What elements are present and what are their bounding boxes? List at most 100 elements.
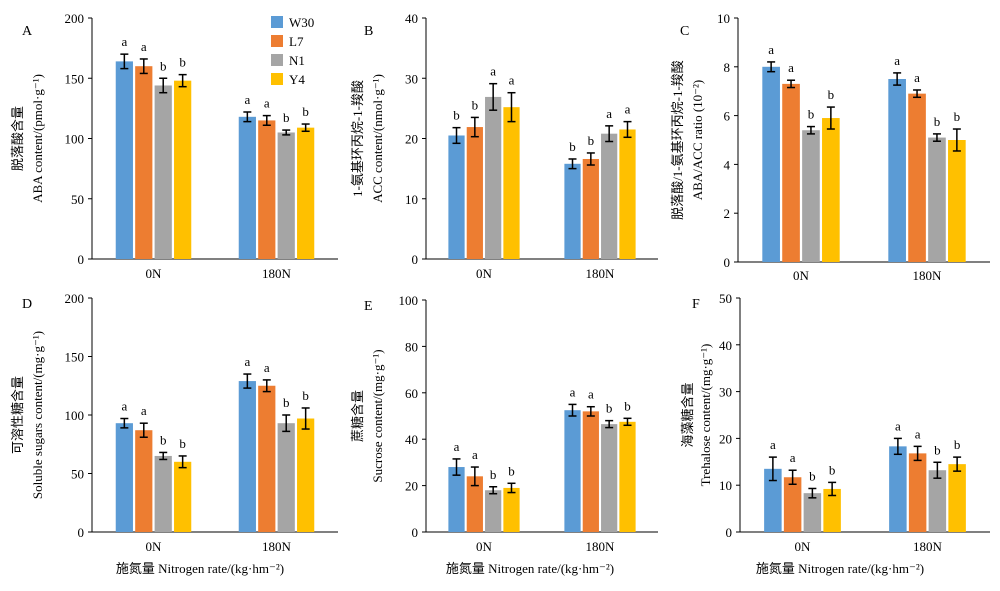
significance-letter: a bbox=[606, 106, 612, 121]
significance-letter: a bbox=[141, 39, 147, 54]
legend-swatch bbox=[271, 73, 283, 85]
significance-letter: a bbox=[588, 387, 594, 402]
panel-label: E bbox=[364, 299, 373, 314]
y-tick-label: 20 bbox=[405, 132, 418, 147]
bar-n1 bbox=[802, 130, 820, 262]
bar-w30 bbox=[115, 61, 133, 259]
bar-w30 bbox=[448, 467, 465, 532]
x-tick-label: 0N bbox=[476, 539, 493, 554]
bar-l7 bbox=[582, 411, 599, 532]
significance-letter: a bbox=[472, 447, 478, 462]
significance-letter: b bbox=[283, 110, 290, 125]
y-tick-label: 8 bbox=[724, 60, 731, 75]
bar-l7 bbox=[582, 158, 599, 259]
bar-w30 bbox=[764, 468, 782, 532]
x-tick-label: 0N bbox=[476, 266, 493, 281]
x-tick-label: 0N bbox=[146, 266, 163, 281]
y-tick-label: 10 bbox=[405, 192, 418, 207]
x-axis-label-f: 施氮量 Nitrogen rate/(kg·hm⁻²) bbox=[756, 561, 924, 576]
y-axis-label-cn: 蔗糖含量 bbox=[350, 390, 365, 442]
chart-panel-d: 0 50 100 150 200 D 可溶性糖含量 Soluble sugars conten… bbox=[10, 291, 338, 554]
y-tick-label: 80 bbox=[405, 339, 418, 354]
legend-label: N1 bbox=[289, 53, 305, 68]
panel-label: B bbox=[364, 24, 373, 39]
y-axis-label-cn: 脱落酸/1-氨基环丙烷-1-羧酸 bbox=[670, 60, 685, 220]
significance-letter: a bbox=[788, 60, 794, 75]
x-tick-label: 0N bbox=[795, 539, 812, 554]
y-tick-label: 100 bbox=[399, 293, 419, 308]
y-tick-label: 50 bbox=[71, 192, 84, 207]
y-tick-label: 2 bbox=[724, 206, 731, 221]
bar-n1 bbox=[154, 85, 172, 259]
y-tick-label: 4 bbox=[724, 157, 731, 172]
bar-w30 bbox=[889, 446, 907, 532]
significance-letter: b bbox=[490, 467, 497, 482]
bar-l7 bbox=[783, 477, 802, 532]
significance-letter: b bbox=[829, 462, 836, 477]
y-tick-label: 0 bbox=[78, 525, 85, 540]
significance-letter: a bbox=[264, 96, 270, 111]
bar-l7 bbox=[908, 93, 926, 262]
significance-letter: b bbox=[606, 401, 613, 416]
bar-w30 bbox=[888, 79, 906, 262]
significance-letter: a bbox=[490, 64, 496, 79]
significance-letter: a bbox=[915, 426, 921, 441]
legend-label: Y4 bbox=[289, 72, 305, 87]
y-axis-label-en: ABA/ACC ratio (10⁻²) bbox=[690, 80, 705, 201]
bar-y4 bbox=[823, 488, 841, 532]
y-tick-label: 0 bbox=[78, 252, 85, 267]
significance-letter: b bbox=[508, 463, 515, 478]
bar-l7 bbox=[466, 476, 483, 532]
y-tick-label: 30 bbox=[719, 385, 732, 400]
y-tick-label: 10 bbox=[719, 478, 732, 493]
legend-swatch bbox=[271, 16, 283, 28]
y-tick-label: 150 bbox=[65, 71, 85, 86]
significance-letter: a bbox=[509, 73, 515, 88]
significance-letter: b bbox=[302, 388, 309, 403]
bar-y4 bbox=[174, 80, 192, 259]
y-tick-label: 40 bbox=[405, 11, 418, 26]
panel-label: A bbox=[22, 24, 33, 39]
bar-l7 bbox=[466, 127, 483, 260]
significance-letter: b bbox=[624, 398, 631, 413]
y-tick-label: 10 bbox=[717, 11, 730, 26]
significance-letter: b bbox=[179, 55, 186, 70]
significance-letter: b bbox=[934, 442, 941, 457]
bar-n1 bbox=[601, 424, 618, 532]
x-tick-label: 180N bbox=[586, 539, 616, 554]
y-tick-label: 6 bbox=[724, 109, 731, 124]
legend-label: W30 bbox=[289, 15, 314, 30]
bar-l7 bbox=[908, 453, 927, 532]
y-tick-label: 50 bbox=[71, 467, 84, 482]
y-tick-label: 0 bbox=[726, 525, 733, 540]
bar-n1 bbox=[154, 455, 172, 532]
x-tick-label: 0N bbox=[793, 268, 810, 283]
y-tick-label: 200 bbox=[65, 291, 85, 306]
y-axis-label-en: Sucrose content/(mg·g⁻¹) bbox=[370, 349, 385, 482]
y-tick-label: 0 bbox=[412, 525, 419, 540]
significance-letter: b bbox=[828, 87, 835, 102]
y-axis-label-cn: 可溶性糖含量 bbox=[10, 376, 25, 454]
bar-w30 bbox=[448, 135, 465, 259]
y-tick-label: 20 bbox=[405, 479, 418, 494]
significance-letter: a bbox=[264, 360, 270, 375]
significance-letter: a bbox=[244, 92, 250, 107]
bar-l7 bbox=[258, 120, 276, 259]
significance-letter: a bbox=[244, 354, 250, 369]
significance-letter: a bbox=[454, 439, 460, 454]
bar-l7 bbox=[258, 385, 276, 532]
bar-y4 bbox=[503, 107, 520, 259]
significance-letter: a bbox=[141, 403, 147, 418]
bar-n1 bbox=[485, 96, 502, 260]
significance-letter: b bbox=[179, 436, 186, 451]
y-tick-label: 200 bbox=[65, 11, 85, 26]
bar-w30 bbox=[115, 423, 133, 532]
xlabel-group: 施氮量 Nitrogen rate/(kg·hm⁻²) 施氮量 Nitrogen… bbox=[116, 561, 924, 576]
bar-y4 bbox=[297, 127, 315, 259]
bar-w30 bbox=[564, 163, 581, 259]
bar-y4 bbox=[822, 118, 840, 262]
chart-panel-c: 0 2 4 6 8 10 C 脱落酸/1-氨基环丙烷-1-羧酸 ABA/ACC ratio (1… bbox=[670, 11, 990, 283]
bar-n1 bbox=[601, 133, 618, 259]
bar-n1 bbox=[928, 137, 946, 262]
